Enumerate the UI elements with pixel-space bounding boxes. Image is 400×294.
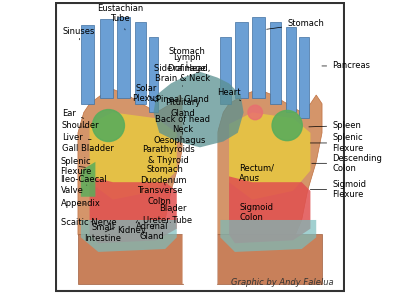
Polygon shape [117,16,130,98]
FancyBboxPatch shape [56,4,344,291]
Text: Shoulder: Shoulder [62,121,100,130]
Polygon shape [229,176,310,243]
Text: Oesophagus: Oesophagus [154,136,206,145]
Text: Small
Intestine: Small Intestine [84,223,121,243]
Polygon shape [81,162,95,197]
Polygon shape [218,235,322,284]
Polygon shape [286,27,296,112]
Polygon shape [149,37,158,112]
Polygon shape [100,19,113,98]
Text: Graphic by Andy Falelua: Graphic by Andy Falelua [231,278,334,287]
Circle shape [272,111,302,141]
Text: Appendix: Appendix [60,200,100,208]
Text: Splenic
Flexure: Splenic Flexure [310,133,364,153]
Text: Lymph
Drainage: Lymph Drainage [168,53,206,76]
Text: Parathyroids
& Thyroid: Parathyroids & Thyroid [142,146,194,165]
Text: Sigmoid
Colon: Sigmoid Colon [239,203,273,222]
Polygon shape [218,89,322,249]
Text: Back of head: Back of head [155,115,210,125]
Text: Pancreas: Pancreas [322,61,370,71]
Polygon shape [90,176,177,243]
Text: Splenic
Flexure: Splenic Flexure [60,156,92,176]
Polygon shape [270,22,281,104]
Text: Transverse
Colon: Transverse Colon [136,186,182,206]
Polygon shape [81,25,94,104]
Text: Blader: Blader [159,204,186,213]
Text: Sinuses: Sinuses [63,26,95,40]
Polygon shape [182,83,218,284]
Polygon shape [78,89,186,249]
Text: Descending
Colon: Descending Colon [312,153,382,173]
Circle shape [92,110,124,141]
Text: Solar
Plexus: Solar Plexus [132,84,160,103]
Text: Kidney: Kidney [117,220,146,235]
Polygon shape [220,37,230,104]
Text: Stomach: Stomach [168,47,205,63]
Text: Eustachian
Tube: Eustachian Tube [97,4,143,30]
Text: Neck: Neck [172,125,193,134]
Text: Ureter Tube: Ureter Tube [144,216,192,225]
Text: Heart: Heart [217,88,241,101]
Text: Ileo-Caecal
Valve: Ileo-Caecal Valve [60,176,107,195]
Text: Pineal Gland: Pineal Gland [156,96,209,104]
Text: Pituitary
Gland: Pituitary Gland [165,98,200,118]
Text: Spleen: Spleen [309,121,361,130]
Text: Scaitic Nerve: Scaitic Nerve [60,218,116,227]
Text: Rectum/
Anus: Rectum/ Anus [239,164,274,183]
Polygon shape [299,37,309,118]
Polygon shape [235,22,248,98]
Text: Adrenal
Gland: Adrenal Gland [136,222,168,241]
Polygon shape [81,220,177,252]
Text: Ear: Ear [62,109,84,118]
Text: Sigmoid
Flexure: Sigmoid Flexure [310,180,366,199]
Text: Side of Head,
Brain & Neck: Side of Head, Brain & Neck [154,64,211,86]
Polygon shape [90,112,177,200]
Polygon shape [220,220,316,252]
Circle shape [248,105,262,120]
Text: Duodenum: Duodenum [140,176,187,185]
Text: Stomach: Stomach [147,165,184,174]
Text: Gall Bladder: Gall Bladder [62,144,114,153]
Polygon shape [78,235,182,284]
Polygon shape [229,112,310,200]
Polygon shape [135,22,146,104]
Text: Liver: Liver [62,133,91,142]
Polygon shape [154,72,244,147]
Polygon shape [252,16,265,98]
Text: Stomach: Stomach [267,19,324,29]
